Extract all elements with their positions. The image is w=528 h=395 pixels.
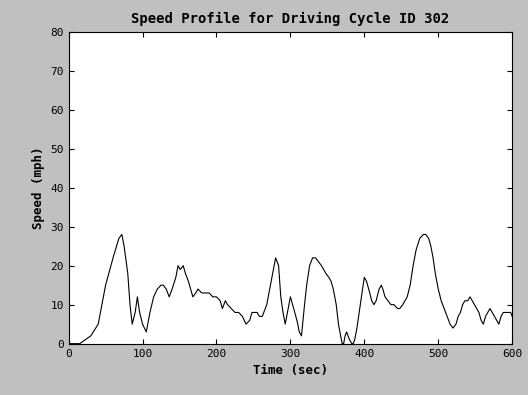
Title: Speed Profile for Driving Cycle ID 302: Speed Profile for Driving Cycle ID 302 (131, 12, 449, 26)
Y-axis label: Speed (mph): Speed (mph) (32, 147, 45, 229)
X-axis label: Time (sec): Time (sec) (253, 364, 328, 377)
